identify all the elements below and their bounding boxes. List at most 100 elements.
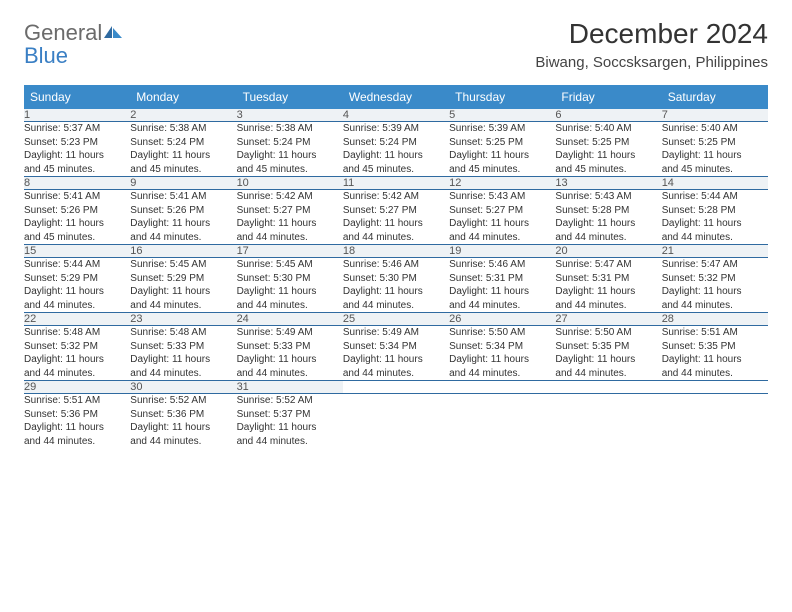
day-number: 19 [449,245,555,258]
daylight-line1: Daylight: 11 hours [130,150,210,161]
sunset: Sunset: 5:32 PM [662,273,736,284]
sunset: Sunset: 5:27 PM [449,205,523,216]
sunset: Sunset: 5:30 PM [237,273,311,284]
sunrise: Sunrise: 5:45 AM [130,259,206,270]
day-number: 4 [343,109,449,122]
brand-logo: General Blue [24,18,124,68]
daylight-line2: and 44 minutes. [24,436,95,447]
day-cell: Sunrise: 5:50 AMSunset: 5:35 PMDaylight:… [555,326,661,381]
day-cell-empty [555,394,661,449]
daylight-line2: and 44 minutes. [237,232,308,243]
day-cell: Sunrise: 5:49 AMSunset: 5:34 PMDaylight:… [343,326,449,381]
daylight-line1: Daylight: 11 hours [449,286,529,297]
daylight-line1: Daylight: 11 hours [555,286,635,297]
weekday-header: Wednesday [343,85,449,109]
daylight-line2: and 44 minutes. [343,368,414,379]
sunrise: Sunrise: 5:40 AM [662,123,738,134]
day-cell: Sunrise: 5:44 AMSunset: 5:28 PMDaylight:… [662,190,768,245]
daylight-line2: and 44 minutes. [555,232,626,243]
sunrise: Sunrise: 5:37 AM [24,123,100,134]
daylight-line1: Daylight: 11 hours [343,218,423,229]
day-number: 16 [130,245,236,258]
sunrise: Sunrise: 5:41 AM [130,191,206,202]
daylight-line2: and 44 minutes. [343,232,414,243]
daylight-line2: and 45 minutes. [449,164,520,175]
weekday-header: Tuesday [237,85,343,109]
daylight-line2: and 44 minutes. [237,436,308,447]
sunrise: Sunrise: 5:47 AM [662,259,738,270]
sunset: Sunset: 5:30 PM [343,273,417,284]
day-number-empty [555,381,661,394]
daylight-line2: and 45 minutes. [343,164,414,175]
sunrise: Sunrise: 5:41 AM [24,191,100,202]
day-cell: Sunrise: 5:41 AMSunset: 5:26 PMDaylight:… [130,190,236,245]
daylight-line2: and 44 minutes. [449,300,520,311]
sunset: Sunset: 5:33 PM [237,341,311,352]
daylight-line2: and 45 minutes. [130,164,201,175]
day-cell-empty [662,394,768,449]
daylight-line2: and 45 minutes. [662,164,733,175]
daylight-line1: Daylight: 11 hours [555,218,635,229]
day-cell: Sunrise: 5:52 AMSunset: 5:36 PMDaylight:… [130,394,236,449]
day-cell: Sunrise: 5:50 AMSunset: 5:34 PMDaylight:… [449,326,555,381]
day-cell: Sunrise: 5:43 AMSunset: 5:27 PMDaylight:… [449,190,555,245]
day-cell: Sunrise: 5:46 AMSunset: 5:31 PMDaylight:… [449,258,555,313]
day-number: 6 [555,109,661,122]
day-number: 25 [343,313,449,326]
daylight-line1: Daylight: 11 hours [237,422,317,433]
daylight-line1: Daylight: 11 hours [237,286,317,297]
daylight-line1: Daylight: 11 hours [343,286,423,297]
day-number: 13 [555,177,661,190]
weekday-header: Sunday [24,85,130,109]
title-block: December 2024 Biwang, Soccsksargen, Phil… [535,18,768,71]
sunset: Sunset: 5:24 PM [130,137,204,148]
content-row: Sunrise: 5:41 AMSunset: 5:26 PMDaylight:… [24,190,768,245]
daylight-line1: Daylight: 11 hours [24,422,104,433]
day-number: 18 [343,245,449,258]
daynum-row: 1 2 3 4 5 6 7 [24,109,768,122]
day-cell: Sunrise: 5:51 AMSunset: 5:35 PMDaylight:… [662,326,768,381]
day-cell: Sunrise: 5:37 AMSunset: 5:23 PMDaylight:… [24,122,130,177]
day-number: 10 [237,177,343,190]
daynum-row: 8 9 10 11 12 13 14 [24,177,768,190]
daylight-line2: and 44 minutes. [130,300,201,311]
daylight-line2: and 45 minutes. [237,164,308,175]
sunset: Sunset: 5:34 PM [449,341,523,352]
day-number: 9 [130,177,236,190]
day-cell: Sunrise: 5:40 AMSunset: 5:25 PMDaylight:… [555,122,661,177]
sunrise: Sunrise: 5:48 AM [24,327,100,338]
sunset: Sunset: 5:25 PM [449,137,523,148]
daylight-line2: and 44 minutes. [130,368,201,379]
sunrise: Sunrise: 5:42 AM [343,191,419,202]
day-number: 17 [237,245,343,258]
daylight-line2: and 44 minutes. [449,368,520,379]
daylight-line1: Daylight: 11 hours [449,150,529,161]
day-number: 27 [555,313,661,326]
day-cell: Sunrise: 5:42 AMSunset: 5:27 PMDaylight:… [237,190,343,245]
day-cell: Sunrise: 5:47 AMSunset: 5:32 PMDaylight:… [662,258,768,313]
daynum-row: 29 30 31 [24,381,768,394]
daylight-line2: and 45 minutes. [555,164,626,175]
sunset: Sunset: 5:29 PM [24,273,98,284]
sunset: Sunset: 5:33 PM [130,341,204,352]
content-row: Sunrise: 5:48 AMSunset: 5:32 PMDaylight:… [24,326,768,381]
daylight-line2: and 45 minutes. [24,164,95,175]
day-cell: Sunrise: 5:46 AMSunset: 5:30 PMDaylight:… [343,258,449,313]
day-number: 5 [449,109,555,122]
sunset: Sunset: 5:36 PM [24,409,98,420]
day-cell: Sunrise: 5:39 AMSunset: 5:24 PMDaylight:… [343,122,449,177]
brand-sail-icon [102,24,124,45]
day-cell: Sunrise: 5:51 AMSunset: 5:36 PMDaylight:… [24,394,130,449]
sunrise: Sunrise: 5:44 AM [662,191,738,202]
day-cell: Sunrise: 5:42 AMSunset: 5:27 PMDaylight:… [343,190,449,245]
sunset: Sunset: 5:35 PM [555,341,629,352]
daynum-row: 15 16 17 18 19 20 21 [24,245,768,258]
day-cell: Sunrise: 5:45 AMSunset: 5:29 PMDaylight:… [130,258,236,313]
daylight-line1: Daylight: 11 hours [343,150,423,161]
sunset: Sunset: 5:34 PM [343,341,417,352]
weekday-header: Saturday [662,85,768,109]
sunrise: Sunrise: 5:39 AM [449,123,525,134]
daylight-line1: Daylight: 11 hours [130,218,210,229]
daylight-line2: and 44 minutes. [662,232,733,243]
sunset: Sunset: 5:28 PM [662,205,736,216]
